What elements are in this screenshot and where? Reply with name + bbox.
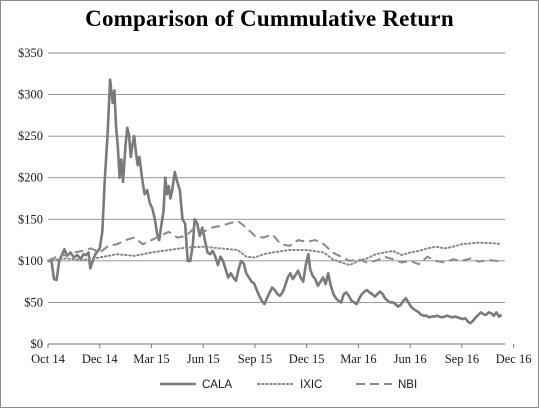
x-tick-label: Mar 16 <box>340 352 376 366</box>
x-tick-label: Dec 16 <box>496 352 532 366</box>
legend-label-ixic: IXIC <box>300 379 322 391</box>
x-tick-labels: Oct 14 Dec 14 Mar 15 Jun 15 Sep 15 Dec 15 Mar … <box>31 352 531 366</box>
series-line-ixic <box>47 241 503 266</box>
legend-label-nbi: NBI <box>398 379 417 391</box>
y-tick-label: $350 <box>18 46 43 60</box>
x-tick-label: Jun 16 <box>394 352 427 366</box>
series-line-cala <box>48 78 503 325</box>
legend-label-cala: CALA <box>202 379 232 391</box>
y-tick-label: $300 <box>18 88 43 102</box>
series-line-nbi <box>47 219 502 266</box>
chart-title: Comparison of Cummulative Return <box>85 6 454 31</box>
x-tick-label: Sep 15 <box>238 352 272 366</box>
x-tick-label: Dec 15 <box>289 352 325 366</box>
y-tick-label: $200 <box>18 171 43 185</box>
x-tick-label: Jun 15 <box>187 352 220 366</box>
x-tick-label: Oct 14 <box>31 352 65 366</box>
y-tick-label: $50 <box>24 295 43 309</box>
y-tick-label: $250 <box>18 129 43 143</box>
series-lines <box>47 78 503 325</box>
y-tick-label: $100 <box>18 254 43 268</box>
legend: CALA IXIC NBI <box>160 379 417 391</box>
gridlines <box>48 52 505 303</box>
y-tick-label: $150 <box>18 212 43 226</box>
y-tick-label: $0 <box>31 337 44 351</box>
x-tick-label: Dec 14 <box>82 352 118 366</box>
x-tick-label: Mar 15 <box>133 352 169 366</box>
y-tick-labels: $0 $50 $100 $150 $200 $250 $300 $350 <box>18 46 43 351</box>
axes <box>47 343 515 348</box>
x-tick-label: Sep 16 <box>445 352 479 366</box>
